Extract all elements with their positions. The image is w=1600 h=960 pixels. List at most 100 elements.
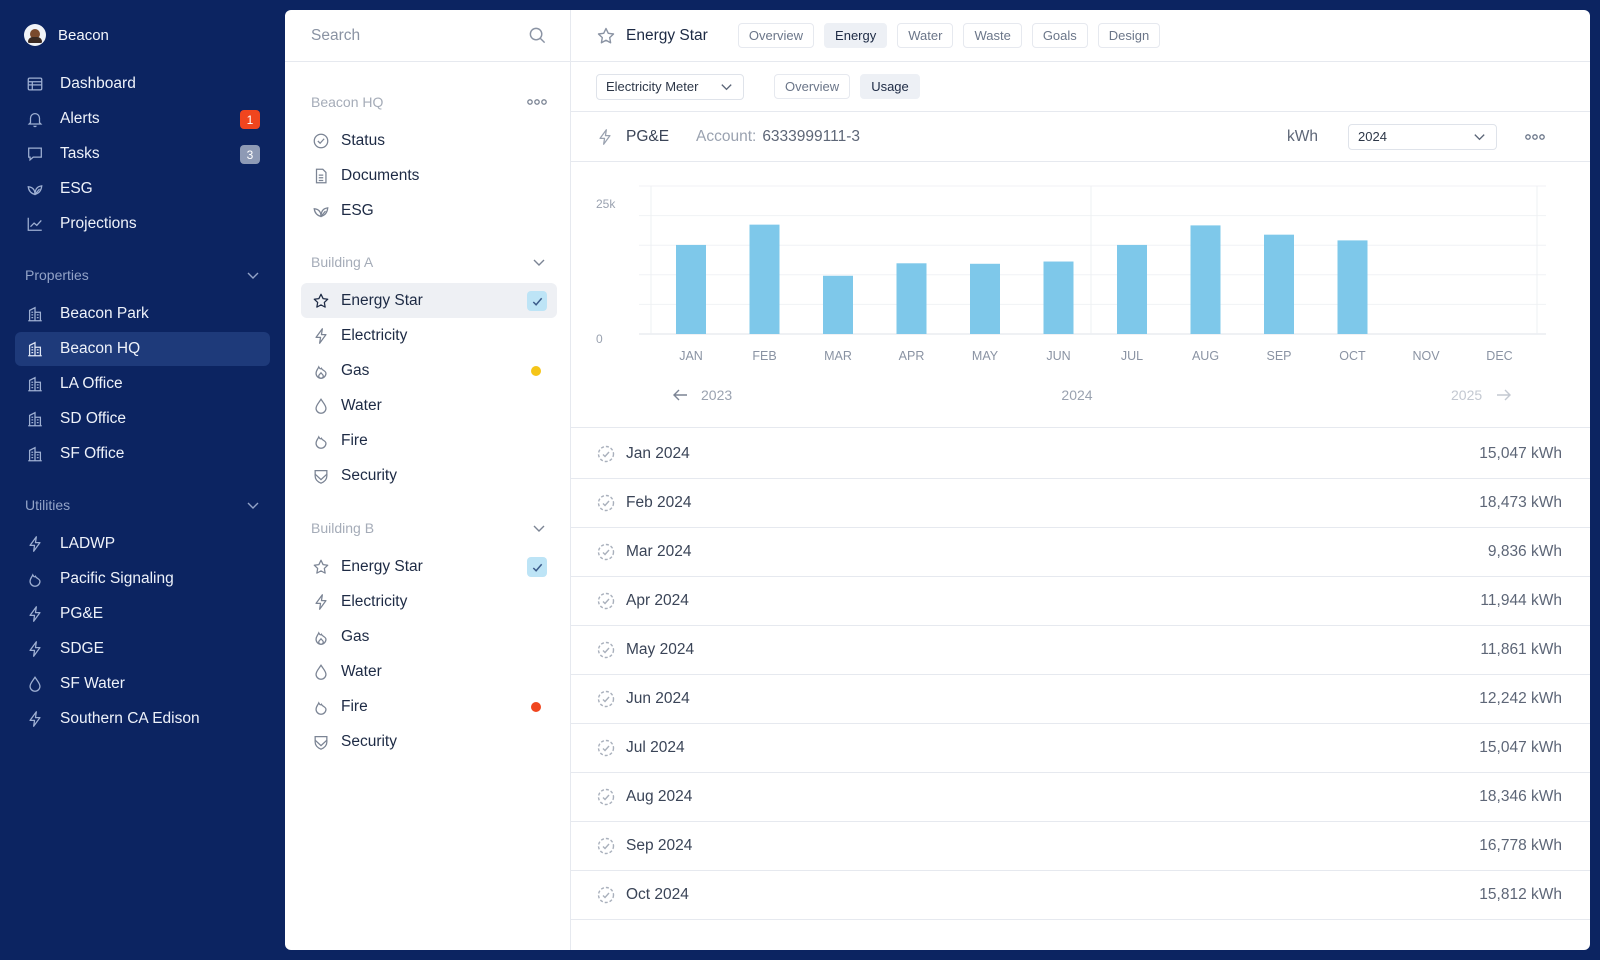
table-row[interactable]: Apr 2024 11,944 kWh [571,576,1590,626]
more-icon[interactable] [527,98,547,106]
building-b-item-security[interactable]: Security [301,724,557,759]
nav-item-label: Beacon Park [60,305,149,322]
bar-oct[interactable] [1337,240,1368,334]
search-input[interactable]: Search [311,26,361,44]
bar-apr[interactable] [896,263,927,334]
property-la-office[interactable]: LA Office [15,367,270,401]
item-label: ESG [341,201,374,219]
utility-pacific-signaling[interactable]: Pacific Signaling [15,562,270,596]
properties-section-header[interactable]: Properties [25,265,261,285]
checkbox-checked[interactable] [527,291,547,311]
bar-feb[interactable] [749,224,780,334]
nav-item-dashboard[interactable]: Dashboard [15,67,270,101]
item-label: Documents [341,166,420,184]
bar-jul[interactable] [1117,244,1147,334]
chevron-down-icon[interactable] [531,254,547,270]
building-b-item-fire[interactable]: Fire [301,689,557,724]
building-a-item-gas[interactable]: Gas [301,353,557,388]
usage-value: 11,861 kWh [1480,640,1562,658]
table-row[interactable]: Feb 2024 18,473 kWh [571,478,1590,528]
bar-mar[interactable] [823,275,853,334]
tab-goals[interactable]: Goals [1031,23,1088,48]
property-sd-office[interactable]: SD Office [15,402,270,436]
building-a-item-security[interactable]: Security [301,458,557,493]
table-row[interactable]: Oct 2024 15,812 kWh [571,870,1590,920]
bar-jun[interactable] [1043,261,1074,334]
meter-toolbar: Electricity Meter Overview Usage [571,62,1590,112]
more-icon[interactable] [1525,133,1545,141]
nav-item-esg[interactable]: ESG [15,172,270,206]
building-b-item-water[interactable]: Water [301,654,557,689]
building-b-item-electricity[interactable]: Electricity [301,584,557,619]
building-a-item-water[interactable]: Water [301,388,557,423]
prev-year-nav[interactable]: 2023 [673,387,732,403]
usage-month: May 2024 [626,640,695,658]
drop-icon [311,662,331,682]
search-bar[interactable]: Search [285,10,571,62]
building-b-item-energy-star[interactable]: Energy Star [301,549,557,584]
building-a-item-energy-star[interactable]: Energy Star [301,283,557,318]
usage-month: Sep 2024 [626,836,693,854]
nav-item-label: Tasks [60,145,100,162]
group-header-building-b[interactable]: Building B [311,518,547,538]
fire-icon [311,431,331,451]
tasks-icon [25,144,45,164]
hq-item-esg[interactable]: ESG [301,193,557,228]
usage-value: 16,778 kWh [1479,836,1562,854]
bar-jan[interactable] [676,244,706,334]
bar-aug[interactable] [1190,225,1221,334]
table-row[interactable]: Jan 2024 15,047 kWh [571,429,1590,479]
arrow-right-icon[interactable] [1497,389,1511,401]
next-year-nav[interactable]: 2025 [1451,387,1511,403]
table-row[interactable]: Jul 2024 15,047 kWh [571,723,1590,773]
building-b-item-gas[interactable]: Gas [301,619,557,654]
chevron-down-icon[interactable] [531,520,547,536]
subtab-usage[interactable]: Usage [860,74,920,99]
x-tick-label: MAY [972,349,999,363]
bar-sep[interactable] [1264,234,1294,334]
year-select[interactable]: 2024 [1348,123,1497,150]
tab-energy[interactable]: Energy [824,23,888,48]
item-label: Electricity [341,326,408,344]
table-row[interactable]: Jun 2024 12,242 kWh [571,674,1590,724]
nav-item-projections[interactable]: Projections [15,207,270,241]
search-icon[interactable] [528,26,547,45]
usage-month: Feb 2024 [626,493,692,511]
table-row[interactable]: Mar 2024 9,836 kWh [571,527,1590,577]
nav-item-alerts[interactable]: Alerts 1 [15,102,270,136]
utility-sf-water[interactable]: SF Water [15,667,270,701]
utility-southern-ca-edison[interactable]: Southern CA Edison [15,702,270,736]
property-beacon-park[interactable]: Beacon Park [15,297,270,331]
bar-may[interactable] [970,263,1000,334]
arrow-left-icon[interactable] [673,389,687,401]
star-icon[interactable] [596,26,616,46]
tab-waste[interactable]: Waste [963,23,1022,48]
hq-item-documents[interactable]: Documents [301,158,557,193]
prev-year-label[interactable]: 2023 [701,387,732,403]
group-header-building-a[interactable]: Building A [311,252,547,272]
usage-month: Aug 2024 [626,787,693,805]
tab-overview[interactable]: Overview [737,23,815,48]
tab-design[interactable]: Design [1097,23,1161,48]
property-sf-office[interactable]: SF Office [15,437,270,471]
utilities-section-header[interactable]: Utilities [25,495,261,515]
hq-item-status[interactable]: Status [301,123,557,158]
building-a-item-fire[interactable]: Fire [301,423,557,458]
main-content: Energy Star Overview Energy Water Waste … [571,10,1590,950]
subtab-overview[interactable]: Overview [774,74,851,99]
next-year-label[interactable]: 2025 [1451,387,1482,403]
nav-item-tasks[interactable]: Tasks 3 [15,137,270,171]
usage-month: Apr 2024 [626,591,689,609]
utility-sdge[interactable]: SDGE [15,632,270,666]
checkbox-checked[interactable] [527,557,547,577]
table-row[interactable]: Sep 2024 16,778 kWh [571,821,1590,871]
property-beacon-hq[interactable]: Beacon HQ [15,332,270,366]
table-row[interactable]: May 2024 11,861 kWh [571,625,1590,675]
tab-water[interactable]: Water [897,23,954,48]
table-row[interactable]: Aug 2024 18,346 kWh [571,772,1590,822]
building-a-item-electricity[interactable]: Electricity [301,318,557,353]
utility-pge[interactable]: PG&E [15,597,270,631]
meter-select[interactable]: Electricity Meter [596,73,744,100]
brand[interactable]: Beacon [24,22,109,48]
utility-ladwp[interactable]: LADWP [15,527,270,561]
